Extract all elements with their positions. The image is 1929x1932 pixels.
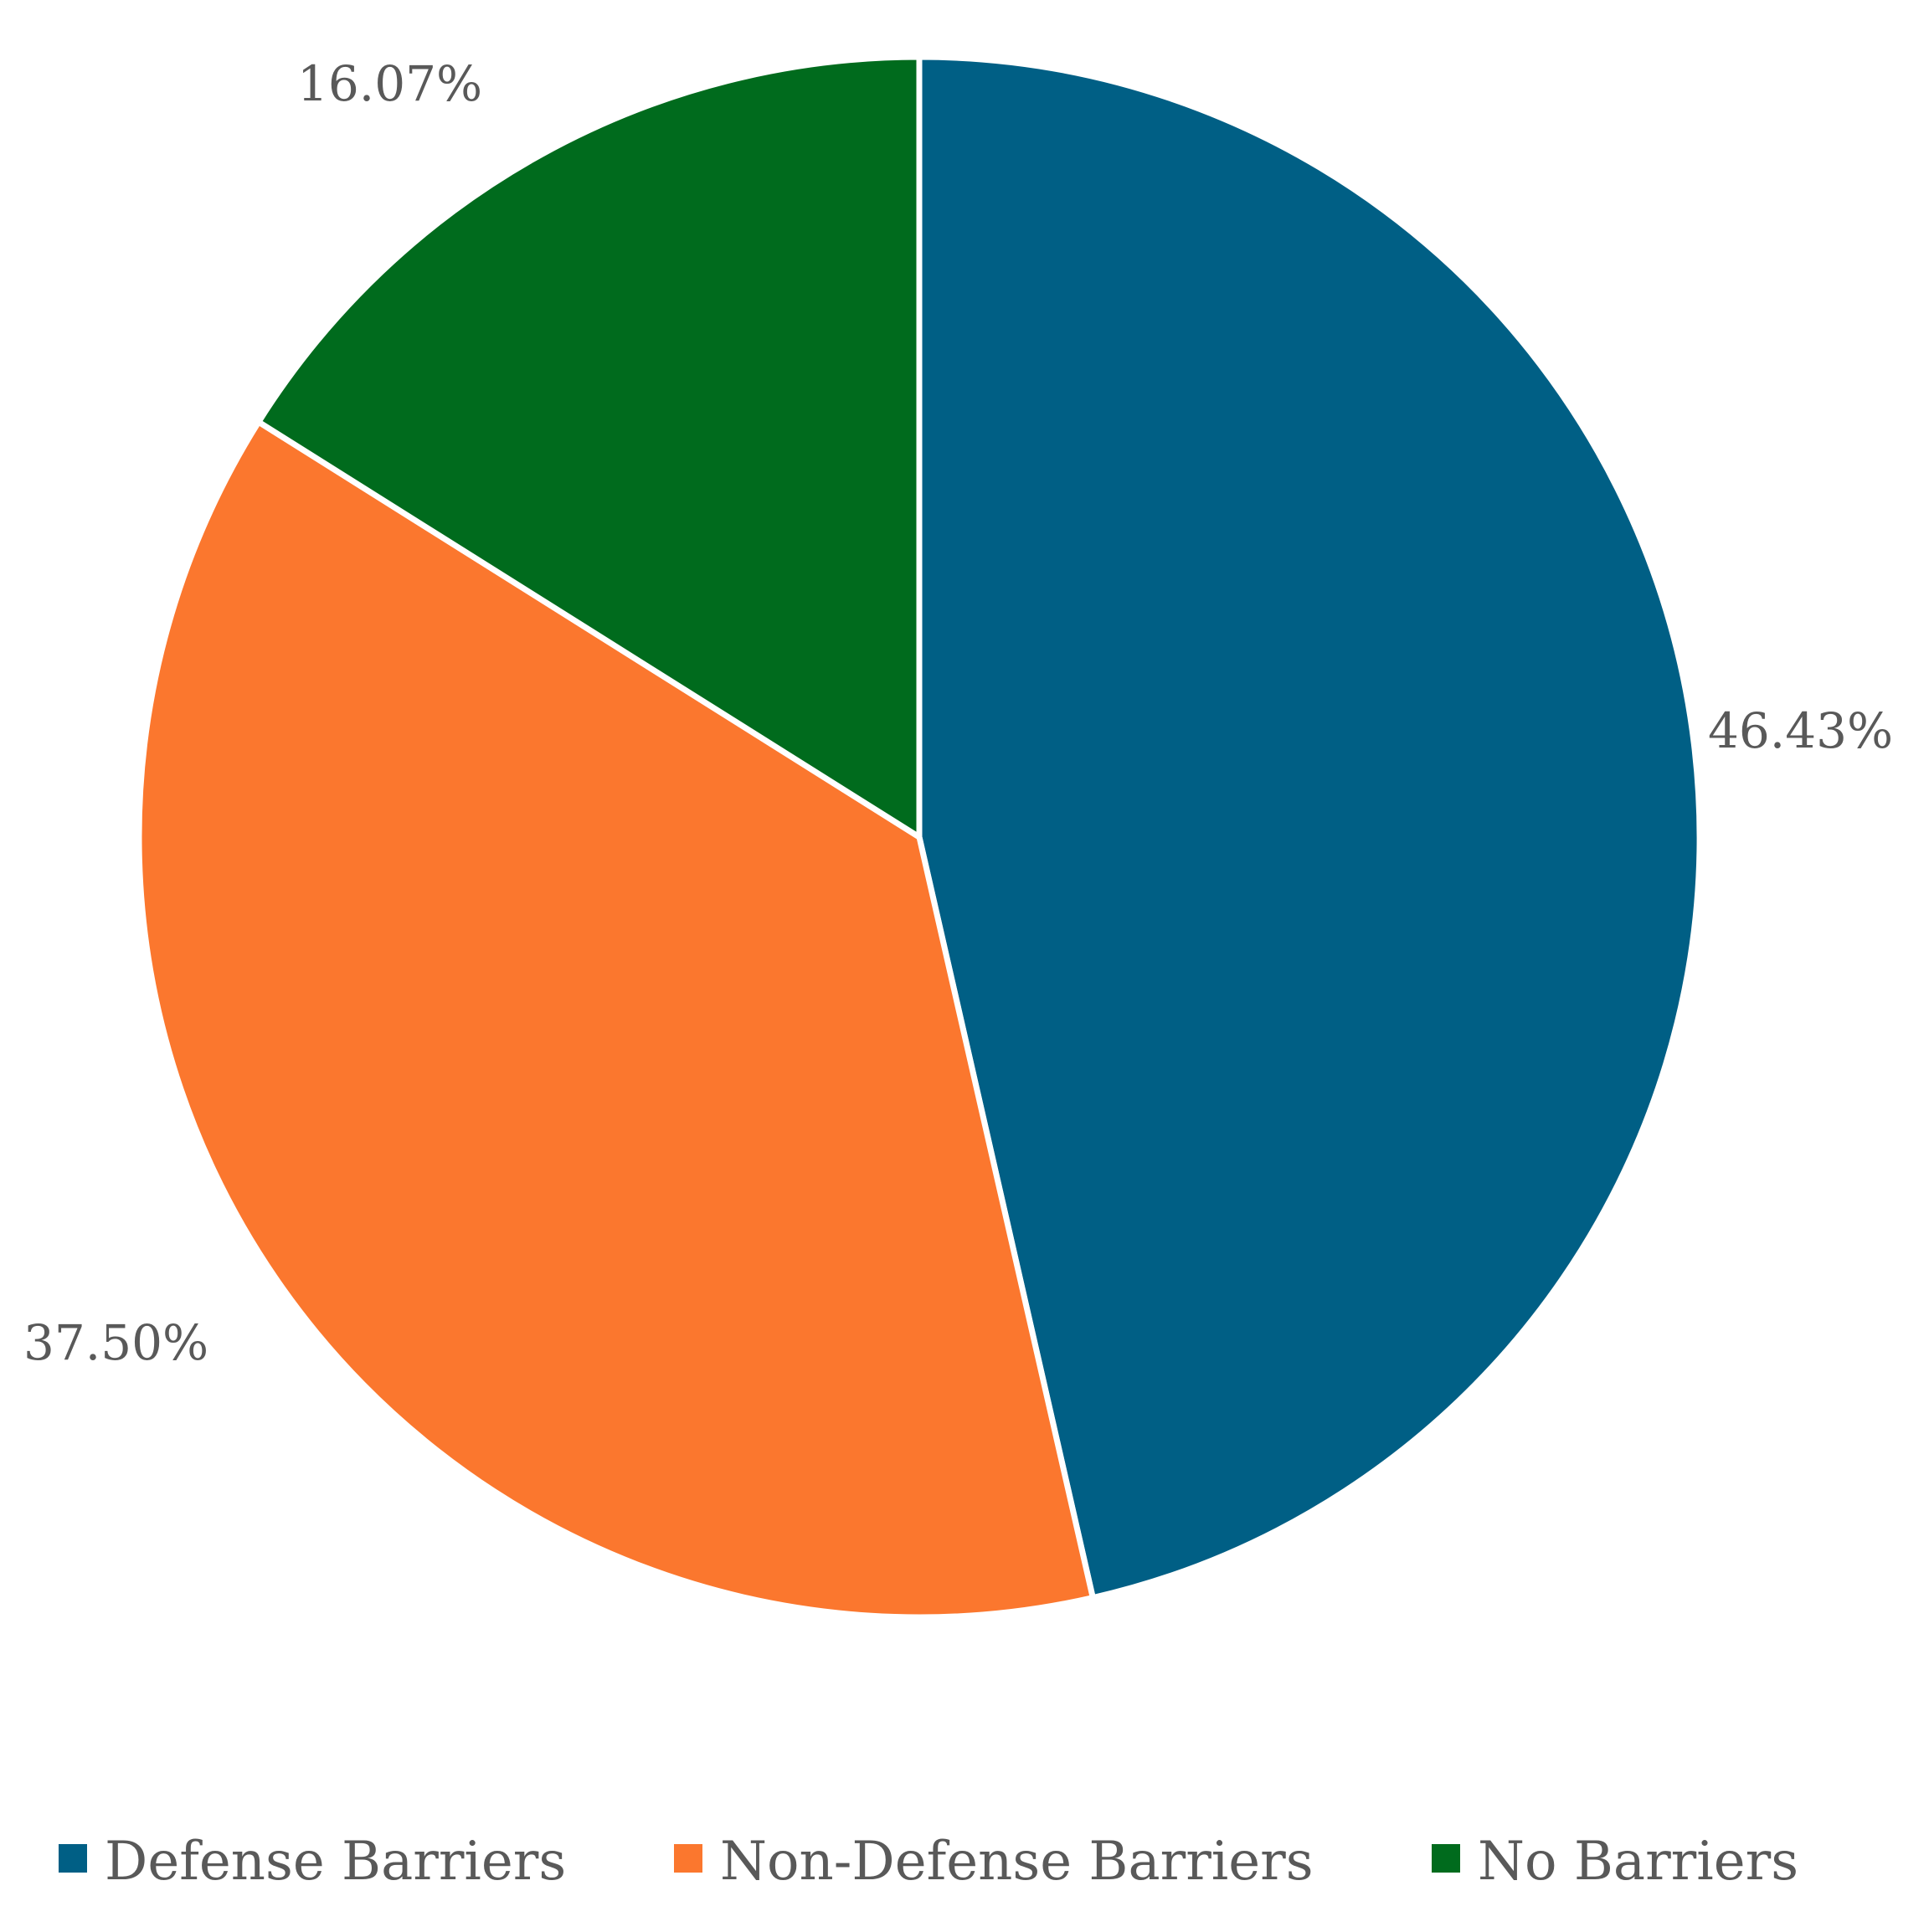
legend-item-no-barriers: No Barriers	[1432, 1831, 1798, 1893]
pie-slice-non-defense-barriers	[136, 419, 1096, 1621]
pie-slice-defense-barriers	[916, 54, 1703, 1601]
legend-label-no-barriers: No Barriers	[1478, 1831, 1798, 1893]
legend-swatch-no-barriers	[1432, 1844, 1460, 1873]
legend-label-non-defense-barriers: Non-Defense Barriers	[720, 1831, 1314, 1893]
data-label-non-defense-barriers: 37.50%	[23, 1314, 208, 1371]
data-labels: 46.43% 37.50% 16.07%	[23, 55, 1893, 1371]
legend-item-non-defense-barriers: Non-Defense Barriers	[674, 1831, 1314, 1893]
pie-slices	[136, 54, 1703, 1621]
legend: Defense Barriers Non-Defense Barriers No B…	[59, 1831, 1798, 1893]
legend-label-defense-barriers: Defense Barriers	[105, 1831, 566, 1893]
pie-slice-no-barriers	[255, 54, 923, 840]
legend-item-defense-barriers: Defense Barriers	[59, 1831, 566, 1893]
legend-swatch-defense-barriers	[59, 1844, 87, 1873]
data-label-defense-barriers: 46.43%	[1708, 702, 1893, 759]
legend-swatch-non-defense-barriers	[674, 1844, 702, 1873]
data-label-no-barriers: 16.07%	[297, 55, 482, 112]
